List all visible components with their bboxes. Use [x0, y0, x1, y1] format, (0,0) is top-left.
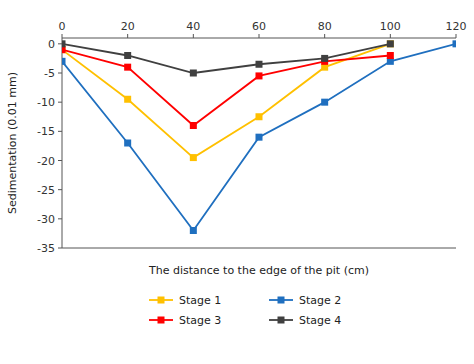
- legend-item: Stage 2: [269, 294, 341, 307]
- point: [256, 61, 263, 68]
- point: [387, 40, 394, 47]
- x-tick: [456, 34, 457, 38]
- series: [62, 40, 394, 161]
- y-tick-label: -5: [44, 67, 55, 80]
- point: [256, 72, 263, 79]
- series-line: [62, 50, 390, 126]
- point: [256, 113, 263, 120]
- legend-label: Stage 1: [179, 294, 221, 307]
- point: [62, 40, 66, 47]
- series: [62, 40, 456, 234]
- point: [453, 40, 457, 47]
- point: [321, 99, 328, 106]
- axes: 0 20 40 60 80 100 120 0 -5 -10 -15 -20 -25 -30 -35: [37, 20, 466, 255]
- legend-item: Stage 3: [149, 314, 221, 327]
- y-tick: [58, 248, 62, 249]
- y-tick-label: -10: [37, 96, 55, 109]
- x-tick: [390, 34, 391, 38]
- y-tick: [58, 189, 62, 190]
- y-tick-label: 0: [48, 38, 55, 51]
- point: [190, 154, 197, 161]
- point: [124, 64, 131, 71]
- series-line: [62, 44, 456, 231]
- point: [190, 70, 197, 77]
- x-tick: [324, 34, 325, 38]
- x-tick: [193, 34, 194, 38]
- legend-item: Stage 4: [269, 314, 341, 327]
- y-axis-title: Sedimentation (0.01 mm): [6, 72, 19, 214]
- y-tick-label: -30: [37, 213, 55, 226]
- legend-marker: [278, 317, 285, 324]
- y-tick-label: -20: [37, 155, 55, 168]
- x-tick-label: 80: [318, 20, 332, 33]
- point: [256, 134, 263, 141]
- plot-area: [62, 40, 456, 234]
- legend-item: Stage 1: [149, 294, 221, 307]
- x-tick-label: 40: [186, 20, 200, 33]
- legend-marker: [158, 317, 165, 324]
- legend-label: Stage 3: [179, 314, 221, 327]
- y-tick-label: -25: [37, 184, 55, 197]
- point: [387, 52, 394, 59]
- point: [387, 40, 394, 47]
- x-tick: [62, 34, 63, 38]
- x-tick-label: 0: [59, 20, 66, 33]
- bottom-frame-line: [62, 248, 456, 249]
- point: [124, 52, 131, 59]
- x-tick-label: 60: [252, 20, 266, 33]
- x-tick: [259, 34, 260, 38]
- y-axis-line: [62, 38, 63, 248]
- y-tick: [58, 43, 62, 44]
- x-tick-label: 20: [121, 20, 135, 33]
- x-tick-label: 100: [380, 20, 401, 33]
- y-tick: [58, 131, 62, 132]
- legend-marker: [278, 297, 285, 304]
- y-tick-label: -15: [37, 125, 55, 138]
- y-tick: [58, 160, 62, 161]
- y-tick: [58, 102, 62, 103]
- y-tick: [58, 218, 62, 219]
- legend-marker: [158, 297, 165, 304]
- point: [321, 55, 328, 62]
- series: [62, 40, 394, 76]
- point: [124, 140, 131, 147]
- point: [190, 122, 197, 129]
- point: [62, 58, 66, 65]
- point: [190, 227, 197, 234]
- y-tick-label: -35: [37, 242, 55, 255]
- legend-label: Stage 4: [299, 314, 341, 327]
- x-tick-label: 120: [446, 20, 467, 33]
- y-tick: [58, 73, 62, 74]
- series-line: [62, 44, 390, 73]
- legend-label: Stage 2: [299, 294, 341, 307]
- x-tick: [127, 34, 128, 38]
- series: [62, 46, 394, 129]
- series-line: [62, 44, 390, 158]
- chart: 0 20 40 60 80 100 120 0 -5 -10 -15 -20 -25 -30 -35 Sedi…: [0, 0, 474, 364]
- point: [124, 96, 131, 103]
- legend: Stage 1 Stage 2 Stage 3 Stage 4: [149, 294, 341, 327]
- x-axis-title: The distance to the edge of the pit (cm): [148, 264, 369, 277]
